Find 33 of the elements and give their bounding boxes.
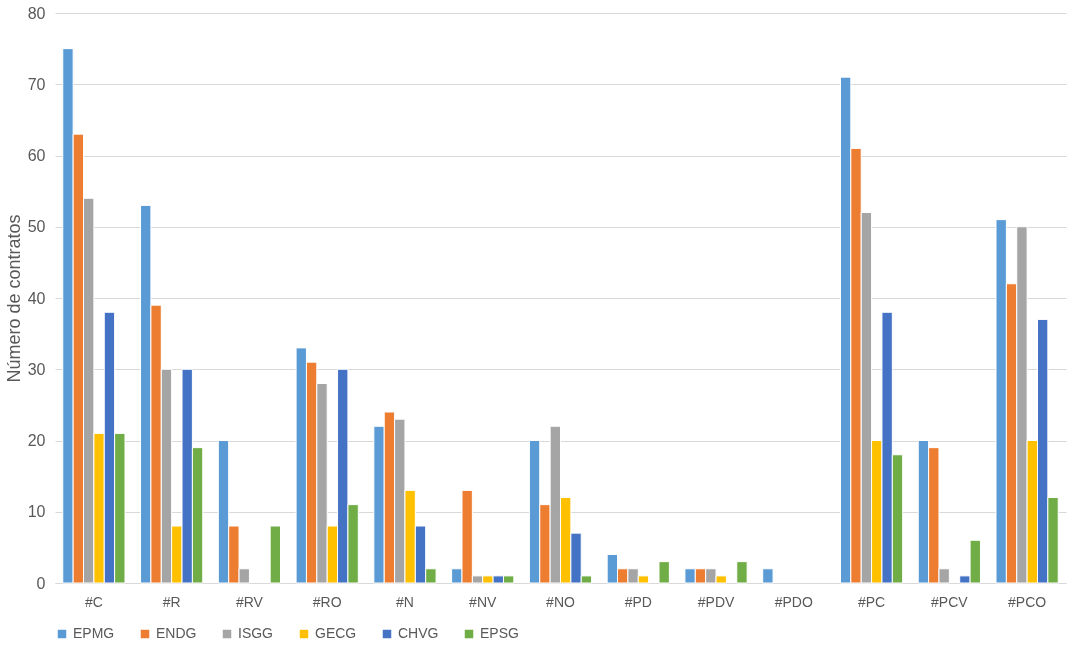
x-tick-label: #PDV (697, 593, 735, 610)
x-tick-label: #PC (857, 593, 886, 610)
x-tick-label: #PDO (774, 593, 813, 610)
legend-label: GECG (315, 625, 357, 641)
y-tick-label: 10 (27, 503, 46, 521)
bar (736, 561, 748, 584)
bar (762, 568, 774, 584)
x-tick-label: #RO (312, 593, 342, 610)
legend-label: EPMG (73, 625, 115, 641)
x-tick-label: #R (162, 593, 181, 610)
y-tick-label: 40 (27, 289, 46, 307)
x-tick-label: #PCO (1008, 593, 1047, 610)
y-tick-label: 60 (27, 147, 46, 164)
legend-label: ISGG (238, 625, 274, 641)
y-tick-label: 0 (36, 574, 46, 592)
x-tick-label: #RV (235, 593, 264, 610)
x-tick-label: #C (84, 593, 103, 610)
y-tick-label: 30 (27, 360, 46, 378)
x-tick-label: #PD (624, 593, 652, 610)
y-tick-label: 80 (27, 4, 46, 22)
x-tick-label: #NO (546, 593, 575, 610)
x-tick-label: #N (396, 593, 414, 610)
y-tick-label: 70 (27, 75, 46, 93)
bar (269, 525, 282, 584)
y-tick-label: 20 (27, 432, 46, 449)
y-axis-title: Número de contratos (3, 214, 24, 383)
bar (658, 561, 670, 584)
legend-label: ENDG (156, 625, 197, 641)
y-tick-label: 50 (27, 218, 46, 236)
x-tick-label: #NV (469, 593, 498, 610)
x-tick-label: #PCV (931, 593, 969, 610)
legend-label: CHVG (398, 625, 439, 641)
legend-label: EPSG (480, 625, 519, 641)
